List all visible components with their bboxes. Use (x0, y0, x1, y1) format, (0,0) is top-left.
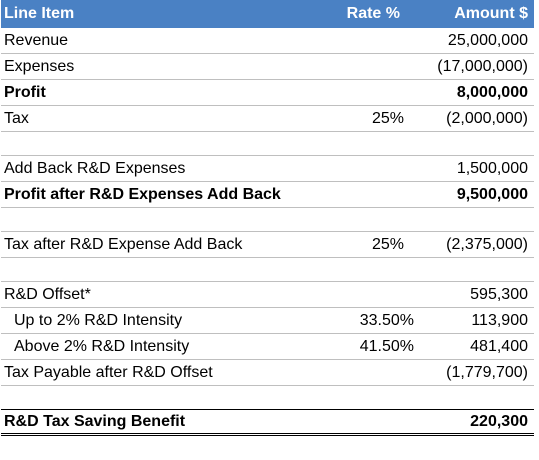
row-label: Tax after R&D Expense Add Back (4, 235, 243, 253)
row-amount: 9,500,000 (456, 185, 528, 203)
financial-table: Line Item Rate % Amount $ Revenue 25,000… (1, 0, 534, 436)
row-label: R&D Offset* (4, 285, 91, 303)
row-label: Add Back R&D Expenses (4, 159, 186, 177)
row-amount: (17,000,000) (437, 57, 528, 75)
row-label: Tax Payable after R&D Offset (4, 363, 213, 381)
row-label: Profit (4, 83, 46, 101)
row-rate: 41.50% (359, 337, 414, 355)
row-amount: 481,400 (470, 337, 528, 355)
table-row-rd-tax-saving-benefit: R&D Tax Saving Benefit 220,300 (1, 410, 534, 436)
row-amount: (2,000,000) (446, 109, 528, 127)
table-row-up-to-2-percent: Up to 2% R&D Intensity 33.50% 113,900 (1, 308, 534, 334)
header-line-item: Line Item (4, 4, 75, 22)
table-row-revenue: Revenue 25,000,000 (1, 28, 534, 54)
table-spacer-row (1, 208, 534, 232)
table-row-rd-offset: R&D Offset* 595,300 (1, 282, 534, 308)
row-label: Tax (4, 109, 29, 127)
table-spacer-row (1, 132, 534, 156)
row-label: Above 2% R&D Intensity (14, 337, 190, 355)
row-amount: 113,900 (471, 311, 528, 329)
row-amount: (2,375,000) (446, 235, 528, 253)
table-spacer-row (1, 258, 534, 282)
header-amount: Amount $ (454, 4, 528, 22)
row-label: Revenue (4, 31, 69, 49)
table-row-profit-after-add-back: Profit after R&D Expenses Add Back 9,500… (1, 182, 534, 208)
table-row-tax: Tax 25% (2,000,000) (1, 106, 534, 132)
row-label: Profit after R&D Expenses Add Back (4, 185, 281, 203)
row-rate: 25% (371, 235, 404, 253)
table-row-above-2-percent: Above 2% R&D Intensity 41.50% 481,400 (1, 334, 534, 360)
row-label: Up to 2% R&D Intensity (14, 311, 183, 329)
row-rate: 33.50% (359, 311, 414, 329)
header-rate: Rate % (346, 4, 400, 22)
table-header-row: Line Item Rate % Amount $ (1, 0, 534, 28)
table-row-tax-after-add-back: Tax after R&D Expense Add Back 25% (2,37… (1, 232, 534, 258)
row-rate: 25% (371, 109, 404, 127)
table-row-add-back-rd-expenses: Add Back R&D Expenses 1,500,000 (1, 156, 534, 182)
row-amount: 8,000,000 (456, 83, 528, 101)
row-amount: 220,300 (470, 412, 528, 430)
row-label: R&D Tax Saving Benefit (4, 412, 186, 430)
table-row-tax-payable: Tax Payable after R&D Offset (1,779,700) (1, 360, 534, 386)
row-amount: 595,300 (470, 285, 528, 303)
table-row-profit: Profit 8,000,000 (1, 80, 534, 106)
table-row-expenses: Expenses (17,000,000) (1, 54, 534, 80)
row-amount: 1,500,000 (456, 159, 528, 177)
table-spacer-row (1, 386, 534, 410)
row-amount: 25,000,000 (447, 31, 528, 49)
row-amount: (1,779,700) (446, 363, 528, 381)
row-label: Expenses (4, 57, 75, 75)
